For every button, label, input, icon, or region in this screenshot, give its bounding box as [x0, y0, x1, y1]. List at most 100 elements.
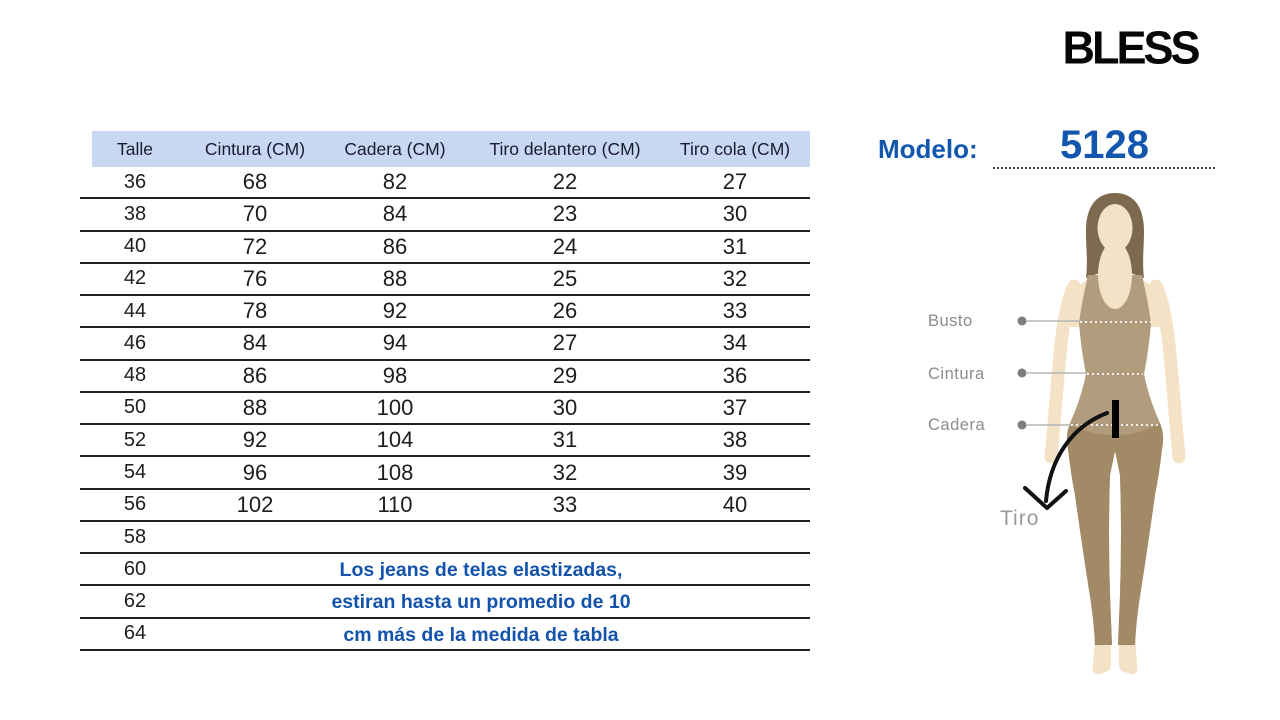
table-cell: 94 — [382, 330, 408, 356]
neckline-shape — [1098, 241, 1132, 309]
table-cell: 54 — [123, 461, 147, 484]
table-cell: 102 — [236, 491, 274, 517]
table-cell: 60 — [123, 557, 147, 580]
leggings-shape — [1066, 423, 1164, 645]
table-cell: 38 — [123, 202, 147, 225]
table-cell: 108 — [376, 459, 414, 485]
table-row: 48 86 98 29 36 — [80, 361, 810, 393]
busto-label: Busto — [928, 312, 973, 330]
column-header: Tiro delantero (CM) — [489, 138, 641, 159]
table-cell: 86 — [242, 362, 268, 388]
table-cell: 36 — [123, 170, 147, 193]
table-row: 40 72 86 24 31 — [80, 232, 810, 264]
table-cell: 33 — [722, 298, 748, 324]
table-cell: 88 — [382, 265, 408, 291]
table-cell: 110 — [377, 491, 413, 517]
busto-dot-icon — [1017, 316, 1027, 326]
model-label: Modelo: — [878, 134, 978, 164]
table-cell: 48 — [123, 364, 147, 387]
cintura-dot-icon — [1017, 368, 1027, 378]
table-row: 52 92 104 31 38 — [80, 425, 810, 458]
table-header: Talle Cintura (CM) Cadera (CM) Tiro delante… — [80, 131, 810, 167]
table-cell: 70 — [242, 201, 268, 227]
tiro-arrow-icon — [1044, 411, 1109, 503]
model-underline — [993, 150, 1215, 169]
column-header: Cadera (CM) — [344, 138, 446, 159]
table-cell: 56 — [123, 493, 147, 516]
table-cell: 38 — [722, 427, 748, 453]
table-cell: 96 — [242, 459, 268, 485]
column-header: Tiro cola (CM) — [679, 138, 791, 159]
table-row: 54 96 108 32 39 — [80, 457, 810, 490]
table-cell: 50 — [123, 396, 147, 419]
woman-silhouette-illustration — [1017, 193, 1186, 675]
table-cell: 24 — [552, 233, 578, 259]
table-cell: 22 — [552, 169, 578, 195]
table-cell: 40 — [123, 235, 147, 258]
right-arm-shape — [1149, 279, 1186, 464]
table-row: 44 78 92 26 33 — [80, 296, 810, 329]
column-header: Talle — [117, 138, 153, 159]
table-row: 58 — [80, 522, 810, 555]
table-header-row: Talle Cintura (CM) Cadera (CM) Tiro delante… — [80, 131, 810, 167]
table-cell: 76 — [242, 265, 268, 291]
table-cell: 98 — [382, 362, 408, 388]
table-cell: 88 — [242, 394, 268, 420]
cadera-dot-icon — [1017, 420, 1027, 430]
table-cell: 36 — [722, 362, 748, 388]
table-row: 64 — [80, 619, 810, 651]
size-table-body: 36 68 82 22 27 38 70 84 23 30 40 72 86 24 31 42 76 88 25 32… — [80, 167, 810, 651]
table-cell: 64 — [123, 622, 147, 645]
table-cell: 40 — [722, 491, 748, 517]
table-cell: 27 — [552, 330, 578, 356]
table-cell: 32 — [552, 459, 578, 485]
table-cell: 78 — [242, 298, 268, 324]
table-cell: 27 — [722, 169, 748, 195]
brand-logo: BLESS — [1062, 20, 1200, 75]
table-cell: 46 — [123, 331, 147, 354]
cintura-label: Cintura — [928, 365, 985, 383]
face-shape — [1097, 204, 1133, 252]
table-row: 62 — [80, 586, 810, 619]
table-cell: 82 — [382, 169, 408, 195]
table-cell: 30 — [552, 394, 578, 420]
table-cell: 37 — [722, 394, 748, 420]
table-cell: 72 — [242, 233, 268, 259]
table-header-background — [92, 131, 810, 167]
model-number: 5128 — [1060, 123, 1149, 167]
table-cell: 92 — [382, 298, 408, 324]
table-row: 42 76 88 25 32 — [80, 264, 810, 297]
table-row: 36 68 82 22 27 — [80, 167, 810, 200]
table-cell: 86 — [382, 233, 408, 259]
column-header: Cintura (CM) — [204, 138, 306, 159]
table-cell: 32 — [722, 265, 748, 291]
measurement-figure: Busto Cintura Cadera Tiro — [900, 185, 1240, 700]
table-cell: 84 — [242, 330, 268, 356]
table-cell: 39 — [722, 459, 748, 485]
table-cell: 104 — [376, 427, 414, 453]
size-chart-table: Talle Cintura (CM) Cadera (CM) Tiro delante… — [80, 131, 810, 651]
table-cell: 68 — [242, 169, 268, 195]
table-cell: 31 — [722, 233, 748, 259]
left-arm-shape — [1044, 279, 1081, 464]
table-cell: 33 — [552, 491, 578, 517]
tiro-arrowhead-icon — [1023, 486, 1068, 510]
table-row: 38 70 84 23 30 — [80, 199, 810, 232]
table-cell: 58 — [123, 525, 147, 548]
table-cell: 52 — [123, 428, 147, 451]
table-row: 46 84 94 27 34 — [80, 328, 810, 361]
table-cell: 92 — [242, 427, 268, 453]
table-row: 60 — [80, 554, 810, 587]
table-cell: 25 — [552, 265, 578, 291]
table-cell: 84 — [382, 201, 408, 227]
table-cell: 42 — [123, 267, 147, 290]
cadera-label: Cadera — [928, 416, 986, 434]
table-cell: 31 — [552, 427, 578, 453]
table-cell: 100 — [376, 394, 414, 420]
tiro-mark — [1112, 400, 1119, 438]
table-cell: 30 — [722, 201, 748, 227]
table-row: 50 88 100 30 37 — [80, 393, 810, 426]
table-cell: 44 — [123, 299, 147, 322]
table-cell: 34 — [722, 330, 748, 356]
table-cell: 23 — [552, 201, 578, 227]
